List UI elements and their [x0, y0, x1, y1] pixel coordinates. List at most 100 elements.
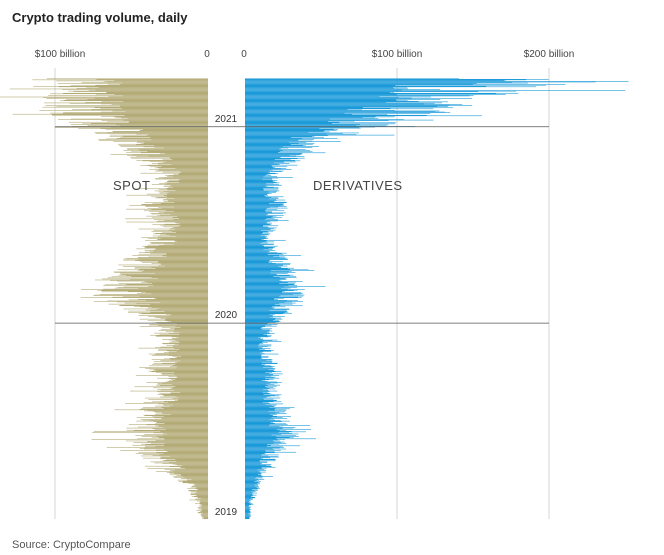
spot-bar: [159, 169, 208, 171]
spot-bar: [120, 450, 208, 451]
spot-bar: [166, 256, 208, 257]
spot-bar: [152, 235, 208, 237]
spot-bar: [166, 317, 208, 319]
derivatives-bar: [245, 458, 276, 460]
derivatives-bar: [245, 244, 265, 246]
spot-bar: [151, 355, 208, 356]
spot-bar: [161, 418, 208, 419]
spot-bar: [151, 363, 208, 365]
spot-bar: [143, 457, 208, 459]
spot-bar: [134, 386, 208, 388]
derivatives-bar: [245, 90, 517, 92]
spot-bar: [150, 136, 208, 138]
derivatives-bar: [245, 236, 267, 237]
derivatives-bar: [245, 467, 262, 469]
derivatives-bar: [245, 379, 270, 381]
spot-bar: [156, 298, 208, 300]
derivatives-bar: [245, 331, 270, 332]
spot-bar: [174, 206, 208, 208]
spot-bar: [157, 349, 208, 351]
derivatives-bar: [245, 230, 274, 232]
spot-bar: [172, 338, 208, 340]
derivatives-bar: [245, 196, 284, 198]
derivatives-bar: [245, 490, 258, 491]
derivatives-bar: [245, 329, 263, 330]
derivatives-bar: [245, 83, 477, 84]
derivatives-bar: [245, 510, 250, 512]
spot-bar: [100, 294, 208, 295]
spot-bar: [112, 110, 208, 112]
derivatives-bar: [245, 256, 274, 257]
spot-bar: [150, 310, 208, 311]
derivatives-bar: [245, 513, 250, 514]
derivatives-bar: [245, 476, 273, 477]
chart-title: Crypto trading volume, daily: [12, 10, 188, 25]
spot-bar: [145, 206, 208, 207]
spot-bar: [172, 346, 208, 347]
spot-bar: [177, 216, 208, 217]
derivatives-bar: [245, 180, 275, 182]
derivatives-bar: [245, 326, 263, 328]
derivatives-bar: [245, 471, 259, 472]
spot-bar: [157, 236, 208, 238]
derivatives-bar: [245, 444, 271, 446]
spot-bar: [163, 186, 208, 187]
derivatives-bar: [245, 454, 279, 456]
derivatives-bar: [245, 101, 419, 102]
spot-bar: [158, 308, 208, 309]
derivatives-bar: [245, 326, 266, 327]
derivatives-bar: [245, 226, 268, 228]
spot-bar: [139, 306, 208, 308]
spot-bar: [138, 257, 208, 258]
spot-bar: [145, 246, 208, 248]
derivatives-bar: [245, 200, 274, 202]
derivatives-bar: [245, 221, 267, 223]
spot-bar: [80, 297, 208, 298]
spot-bar: [179, 334, 208, 336]
spot-bar: [158, 403, 208, 405]
spot-bar: [197, 491, 208, 493]
spot-bar: [175, 229, 208, 230]
spot-bar: [147, 468, 208, 469]
derivatives-bar: [245, 361, 273, 362]
derivatives-bar: [245, 192, 269, 194]
spot-bar: [166, 472, 208, 473]
spot-bar: [68, 90, 208, 92]
derivatives-bar: [245, 84, 546, 86]
spot-bar: [148, 353, 208, 355]
spot-bar: [140, 419, 208, 420]
spot-bar: [164, 265, 208, 267]
spot-bar: [161, 394, 208, 396]
spot-bar: [154, 354, 208, 355]
derivatives-bar: [245, 383, 266, 385]
spot-bar: [174, 240, 208, 242]
spot-bar: [138, 228, 208, 230]
spot-bar: [169, 466, 208, 468]
derivatives-bar: [245, 509, 252, 510]
derivatives-bar: [245, 113, 352, 115]
spot-bar: [94, 294, 208, 296]
derivatives-bar: [245, 351, 272, 352]
derivatives-bar: [245, 427, 296, 428]
derivatives-bar: [245, 140, 313, 142]
spot-bar: [199, 502, 208, 504]
derivatives-bar: [245, 112, 345, 114]
derivatives-bar: [245, 353, 265, 354]
derivatives-bar: [245, 354, 262, 355]
spot-tick-label: $100 billion: [35, 49, 86, 60]
spot-bar: [152, 242, 208, 244]
derivatives-bar: [245, 102, 442, 104]
derivatives-bar: [245, 330, 270, 331]
spot-bar: [174, 222, 208, 223]
derivatives-bar: [245, 294, 305, 296]
spot-bar: [176, 357, 208, 359]
derivatives-bar: [245, 400, 274, 402]
spot-bar: [184, 468, 208, 470]
spot-bar: [157, 163, 208, 165]
spot-bar: [136, 156, 208, 157]
spot-bar: [126, 275, 208, 276]
spot-bar: [151, 196, 208, 198]
spot-bar: [178, 481, 208, 483]
spot-bar: [200, 498, 208, 499]
spot-bar: [118, 283, 208, 285]
